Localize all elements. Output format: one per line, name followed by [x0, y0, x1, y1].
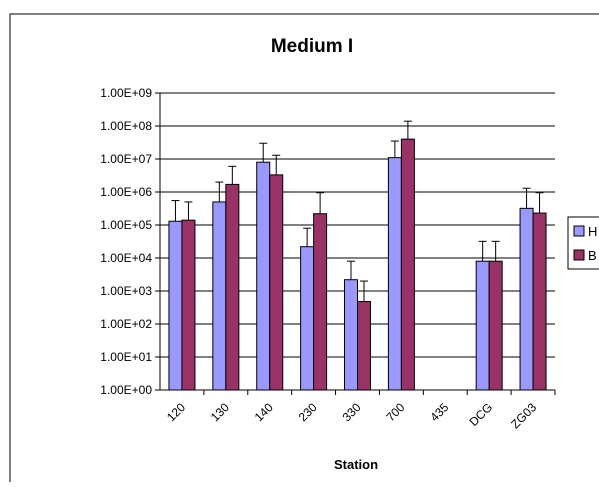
bar-b-dcg: [488, 260, 503, 391]
bar-b-330: [357, 301, 371, 391]
legend: HB: [567, 216, 599, 270]
y-tick-label: 1.00E+00: [100, 383, 152, 397]
bar-h-130: [212, 201, 227, 391]
bar-b-130: [225, 183, 240, 391]
bar-b-140: [269, 174, 284, 391]
bar-h-dcg: [475, 260, 490, 391]
y-tick-label: 1.00E+05: [100, 218, 152, 232]
bar-h-140: [256, 161, 271, 391]
legend-label: B: [588, 248, 597, 263]
legend-swatch: [573, 249, 585, 261]
legend-label: H: [588, 224, 597, 239]
bar-b-zg03: [532, 212, 547, 391]
bar-h-330: [344, 279, 358, 391]
y-tick-label: 1.00E+07: [100, 152, 152, 166]
bar-h-zg03: [519, 207, 534, 391]
y-tick-label: 1.00E+06: [100, 185, 152, 199]
y-tick-label: 1.00E+02: [100, 317, 152, 331]
y-tick-label: 1.00E+01: [100, 350, 152, 364]
legend-swatch: [573, 225, 585, 237]
chart-title: Medium I: [271, 36, 353, 57]
bar-b-230: [313, 213, 328, 391]
bar-h-700: [387, 157, 402, 391]
y-tick-label: 1.00E+08: [100, 119, 152, 133]
plot-layer: 1.00E+00 1.00E+01 1.00E+02 1.00E+03 1.00E+04…: [100, 86, 556, 431]
x-axis-title: Station: [334, 457, 378, 472]
bar-b-700: [400, 138, 415, 391]
bar-h-230: [300, 246, 315, 391]
bar-h-120: [168, 220, 183, 391]
bar-b-120: [181, 219, 196, 391]
y-tick-label: 1.00E+04: [100, 251, 152, 265]
y-tick-label: 1.00E+03: [100, 284, 152, 298]
y-tick-label: 1.00E+09: [100, 86, 152, 100]
